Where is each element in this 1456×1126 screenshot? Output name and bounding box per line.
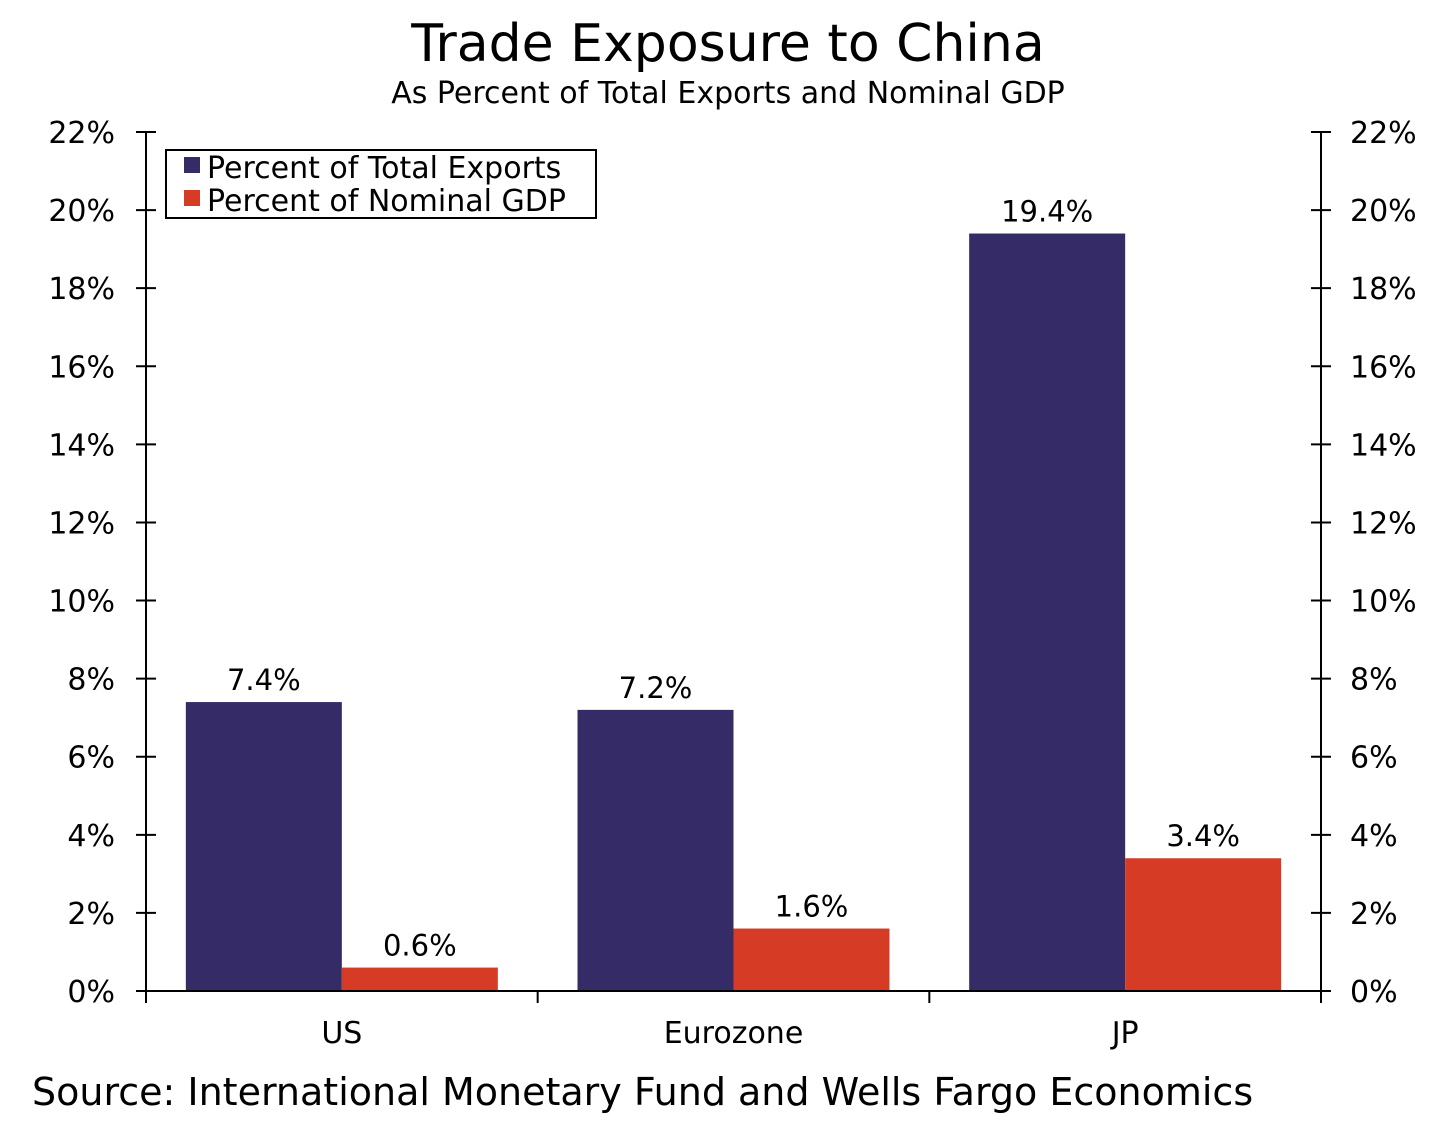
y-tick-label-right: 6% bbox=[1350, 741, 1398, 776]
y-tick-label-left: 2% bbox=[67, 897, 115, 932]
x-tick-label-jp: JP bbox=[1110, 1016, 1139, 1051]
y-tick-label-right: 22% bbox=[1350, 116, 1417, 151]
legend-swatch-gdp bbox=[184, 190, 200, 206]
data-label-eurozone-exports: 7.2% bbox=[619, 671, 693, 705]
legend-swatch-exports bbox=[184, 157, 200, 173]
bar-eurozone-gdp bbox=[733, 928, 890, 991]
bar-jp-exports bbox=[969, 233, 1126, 991]
y-tick-label-left: 22% bbox=[48, 116, 115, 151]
data-label-us-exports: 7.4% bbox=[227, 663, 301, 697]
y-tick-label-left: 6% bbox=[67, 741, 115, 776]
y-tick-label-right: 2% bbox=[1350, 897, 1398, 932]
data-label-jp-gdp: 3.4% bbox=[1166, 819, 1240, 853]
y-tick-label-right: 4% bbox=[1350, 819, 1398, 854]
data-label-eurozone-gdp: 1.6% bbox=[775, 890, 849, 924]
chart-subtitle: As Percent of Total Exports and Nominal … bbox=[391, 76, 1065, 111]
y-tick-label-right: 10% bbox=[1350, 585, 1417, 620]
bars-group bbox=[185, 233, 1282, 991]
legend-label-gdp: Percent of Nominal GDP bbox=[207, 184, 566, 219]
bar-us-gdp bbox=[341, 967, 498, 991]
bar-eurozone-exports bbox=[577, 709, 734, 991]
axes-group: US Eurozone JP 0% 0% 2% 2% 4% 4% 6% 6% 8% 8% 10% 10% 12… bbox=[48, 116, 1416, 1051]
data-labels-group: 7.4% 0.6% 7.2% 1.6% 19.4% 3.4% bbox=[227, 195, 1240, 963]
y-tick-label-right: 16% bbox=[1350, 350, 1417, 385]
y-tick-label-left: 20% bbox=[48, 194, 115, 229]
y-tick-label-left: 10% bbox=[48, 585, 115, 620]
bar-jp-gdp bbox=[1125, 858, 1282, 991]
y-tick-label-left: 12% bbox=[48, 506, 115, 541]
y-tick-label-left: 14% bbox=[48, 428, 115, 463]
legend-box bbox=[165, 149, 597, 219]
legend-label-exports: Percent of Total Exports bbox=[207, 151, 561, 186]
y-tick-label-left: 18% bbox=[48, 272, 115, 307]
y-tick-label-right: 20% bbox=[1350, 194, 1417, 229]
chart-title: Trade Exposure to China bbox=[411, 14, 1045, 74]
x-tick-label-us: US bbox=[321, 1016, 362, 1051]
y-tick-label-right: 8% bbox=[1350, 663, 1398, 698]
y-tick-label-left: 8% bbox=[67, 663, 115, 698]
source-note: Source: International Monetary Fund and … bbox=[32, 1070, 1254, 1114]
y-tick-label-left: 16% bbox=[48, 350, 115, 385]
y-tick-label-right: 12% bbox=[1350, 506, 1417, 541]
y-tick-label-left: 0% bbox=[67, 975, 115, 1010]
data-label-us-gdp: 0.6% bbox=[383, 929, 457, 963]
bar-us-exports bbox=[185, 702, 342, 991]
y-tick-label-left: 4% bbox=[67, 819, 115, 854]
data-label-jp-exports: 19.4% bbox=[1001, 195, 1093, 229]
x-tick-label-eurozone: Eurozone bbox=[664, 1016, 804, 1051]
y-tick-label-right: 18% bbox=[1350, 272, 1417, 307]
y-tick-label-right: 14% bbox=[1350, 428, 1417, 463]
y-tick-label-right: 0% bbox=[1350, 975, 1398, 1010]
